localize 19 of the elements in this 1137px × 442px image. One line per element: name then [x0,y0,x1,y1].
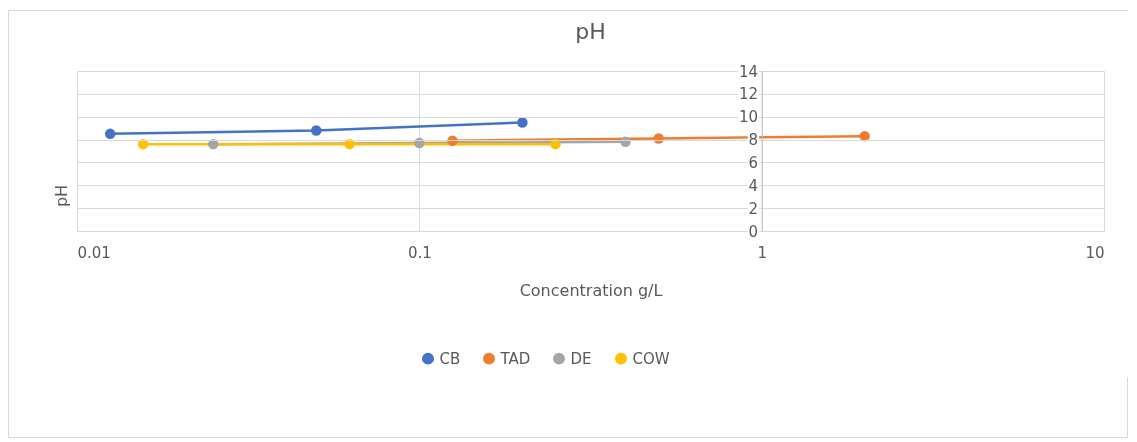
y-tick-label: 4 [748,176,759,195]
legend-label: CB [439,349,461,368]
y-axis-title: pH [52,184,71,208]
y-tick-label: 12 [739,85,759,104]
y-tick-label: 0 [748,222,759,241]
x-axis-title: Concentration g/L [519,280,663,300]
y-tick-label: 2 [748,199,759,218]
legend-label: DE [570,349,592,368]
y-tick-label: 14 [739,62,759,81]
y-tick-label: 8 [748,131,759,150]
chart-title: pH [575,19,606,44]
legend-label: COW [632,349,670,368]
legend-label: TAD [499,349,531,368]
x-tick-label: 0.1 [407,243,432,262]
y-tick-label: 6 [748,153,759,172]
x-tick-label: 10 [1085,243,1105,262]
x-tick-label: 0.01 [77,243,111,262]
x-tick-label: 1 [757,243,767,262]
y-tick-label: 10 [739,108,759,127]
